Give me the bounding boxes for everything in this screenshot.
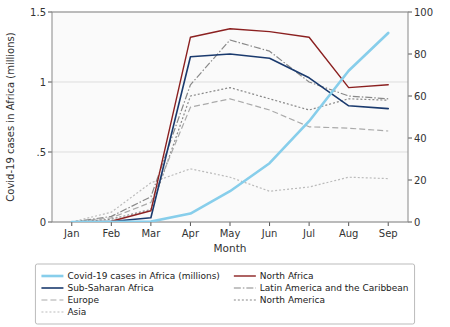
tick-label: Jun — [261, 228, 278, 239]
tick-label: 1.5 — [30, 7, 46, 18]
tick — [408, 96, 412, 97]
plot-area — [52, 12, 408, 222]
tick-label: 100 — [414, 7, 433, 18]
tick-label: 0 — [40, 217, 46, 228]
grid-line — [52, 152, 408, 153]
legend-swatch — [234, 275, 256, 276]
tick-label: Jul — [302, 228, 315, 239]
grid-line — [52, 82, 408, 83]
tick-label: 0 — [414, 217, 420, 228]
tick — [408, 54, 412, 55]
tick — [269, 222, 270, 226]
tick-label: Feb — [102, 228, 120, 239]
legend-item: Sub-Saharan Africa — [41, 283, 153, 293]
tick — [230, 222, 231, 226]
tick — [71, 222, 72, 226]
tick — [309, 222, 310, 226]
legend-swatch — [41, 287, 63, 289]
legend-label: North America — [260, 295, 325, 305]
x-axis: Jan Feb Mar Apr May Jun Jul Aug Sep Month — [63, 222, 398, 254]
chart: 0 .5 1 1.5 Covid-19 cases in Africa (million… — [0, 0, 450, 327]
tick-label: 40 — [414, 133, 427, 144]
tick-label: Sep — [379, 228, 398, 239]
legend-label: Europe — [67, 295, 99, 305]
series-line — [72, 169, 388, 222]
plot-frame — [52, 12, 408, 222]
tick-label: 1 — [40, 77, 46, 88]
legend-item: Covid-19 cases in Africa (millions) — [41, 271, 219, 281]
legend-swatch — [234, 287, 256, 288]
tick-label: 80 — [414, 49, 427, 60]
tick — [348, 222, 349, 226]
tick — [408, 222, 412, 223]
series-line — [72, 99, 388, 222]
tick — [408, 138, 412, 139]
tick-label: Mar — [141, 228, 161, 239]
tick-label: Jan — [63, 228, 79, 239]
tick-label: Apr — [182, 228, 200, 239]
tick — [150, 222, 151, 226]
legend-label: Latin America and the Caribbean — [260, 283, 409, 293]
legend-item: Latin America and the Caribbean — [234, 283, 409, 293]
tick — [388, 222, 389, 226]
series-line — [72, 29, 388, 222]
tick — [48, 152, 52, 153]
legend-label: North Africa — [260, 271, 314, 281]
legend-swatch — [41, 299, 63, 300]
series-line — [72, 88, 388, 222]
tick — [48, 222, 52, 223]
legend-label: Asia — [67, 307, 86, 317]
tick — [408, 180, 412, 181]
legend-item: North America — [234, 295, 325, 305]
tick-label: 20 — [414, 175, 427, 186]
series-group — [72, 29, 388, 222]
legend-swatch — [41, 275, 63, 278]
tick-label: Aug — [339, 228, 359, 239]
tick — [408, 12, 412, 13]
tick — [48, 12, 52, 13]
legend-swatch — [234, 299, 256, 300]
tick-label: May — [220, 228, 241, 239]
y2-axis: 0 20 40 60 80 100 — [408, 7, 433, 228]
legend-item: Asia — [41, 307, 86, 317]
x-axis-label: Month — [214, 242, 247, 254]
series-line — [72, 33, 388, 222]
tick — [48, 82, 52, 83]
series-line — [72, 40, 388, 222]
tick — [190, 222, 191, 226]
y-axis: 0 .5 1 1.5 Covid-19 cases in Africa (million… — [5, 7, 408, 228]
legend-swatch — [41, 311, 63, 312]
legend-label: Covid-19 cases in Africa (millions) — [67, 271, 219, 281]
legend-item: North Africa — [234, 271, 314, 281]
legend: Covid-19 cases in Africa (millions) North… — [35, 264, 414, 324]
tick-label: 60 — [414, 91, 427, 102]
tick — [111, 222, 112, 226]
legend-label: Sub-Saharan Africa — [67, 283, 153, 293]
y-axis-label: Covid-19 cases in Africa (millions) — [5, 32, 16, 201]
legend-box — [35, 264, 414, 324]
tick-label: .5 — [36, 147, 46, 158]
legend-item: Europe — [41, 295, 99, 305]
